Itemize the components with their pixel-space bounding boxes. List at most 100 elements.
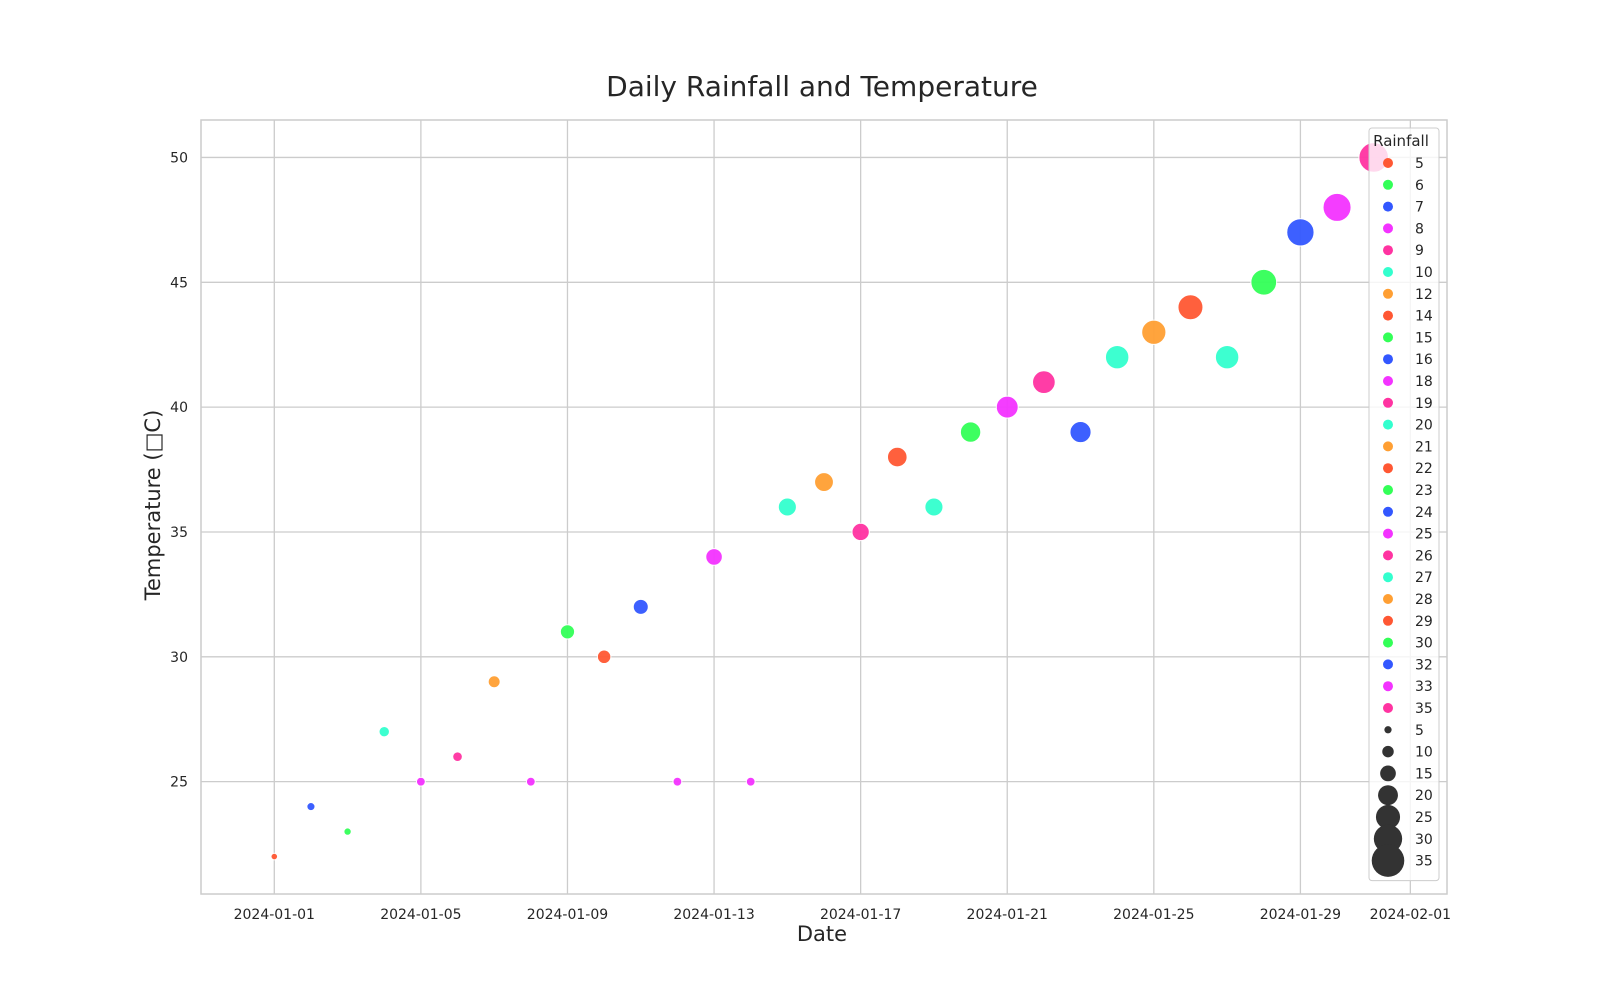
data-point: [1250, 268, 1278, 296]
legend-marker: [1383, 485, 1393, 495]
y-tick-label: 35: [170, 525, 188, 541]
data-point: [1032, 370, 1056, 395]
legend-marker: [1383, 637, 1393, 648]
legend-label: 14: [1415, 309, 1433, 325]
data-point: [959, 421, 982, 443]
legend-marker: [1383, 550, 1393, 561]
legend-marker: [1383, 681, 1393, 692]
y-tick-label: 25: [170, 775, 188, 791]
legend-marker: [1383, 441, 1393, 452]
legend-size-marker: [1382, 745, 1394, 758]
legend-label: 22: [1415, 461, 1433, 477]
legend-marker: [1383, 201, 1393, 212]
legend-label: 9: [1415, 243, 1424, 259]
legend-size-marker: [1371, 844, 1405, 877]
legend-marker: [1383, 594, 1393, 604]
legend-marker: [1383, 310, 1393, 321]
x-tick-label: 2024-01-13: [673, 907, 754, 923]
y-tick-label: 40: [170, 400, 188, 416]
legend-marker: [1383, 332, 1393, 343]
data-point: [415, 776, 426, 787]
legend-marker: [1383, 288, 1393, 299]
legend-label: 6: [1415, 178, 1424, 194]
legend-marker: [1383, 659, 1393, 670]
x-axis-label: Date: [797, 922, 847, 946]
legend-label: 35: [1415, 854, 1433, 870]
legend-label: 33: [1415, 679, 1433, 695]
data-point: [886, 446, 908, 468]
legend-marker: [1383, 615, 1393, 626]
legend-size-marker: [1380, 765, 1396, 782]
legend-label: 23: [1415, 483, 1433, 499]
legend-label: 32: [1415, 657, 1433, 673]
data-point: [487, 675, 501, 689]
data-point: [672, 776, 683, 787]
y-tick-label: 30: [170, 650, 188, 666]
legend-label: 19: [1415, 396, 1433, 412]
legend-label: 10: [1415, 745, 1433, 761]
legend-marker: [1383, 376, 1393, 386]
y-tick-label: 50: [170, 150, 188, 166]
legend-label: 27: [1415, 570, 1433, 586]
legend-label: 21: [1415, 439, 1433, 455]
legend-label: 30: [1415, 636, 1433, 652]
x-axis-ticks: 2024-01-01 2024-01-05 2024-01-09 2024-01-13…: [234, 907, 1451, 923]
legend-label: 5: [1415, 723, 1424, 739]
legend-marker: [1383, 572, 1393, 583]
x-tick-label: 2024-01-09: [527, 907, 608, 923]
legend-size-marker: [1373, 824, 1403, 853]
y-tick-label: 45: [170, 275, 188, 291]
grid-lines: [201, 120, 1447, 894]
plot-area: [200, 119, 1448, 895]
x-tick-label: 2024-01-17: [820, 907, 901, 923]
legend-label: 7: [1415, 200, 1424, 216]
legend-marker: [1383, 506, 1393, 517]
legend-marker: [1383, 179, 1393, 190]
legend-label: 16: [1415, 352, 1433, 368]
data-point: [343, 827, 352, 836]
legend-label: 8: [1415, 221, 1424, 237]
legend-marker: [1383, 245, 1393, 256]
legend-label: 28: [1415, 592, 1433, 608]
legend-size-marker: [1384, 726, 1392, 734]
data-point: [995, 395, 1019, 419]
legend-marker: [1383, 419, 1393, 430]
legend-marker: [1383, 267, 1393, 277]
legend-marker: [1383, 463, 1393, 474]
x-tick-label: 2024-01-21: [967, 907, 1048, 923]
data-point: [559, 624, 576, 640]
legend-label: 29: [1415, 614, 1433, 630]
legend-label: 12: [1415, 287, 1433, 303]
legend-label: 15: [1415, 330, 1433, 346]
legend-label: 15: [1415, 766, 1433, 782]
data-points: [270, 142, 1390, 861]
y-axis-ticks: 25 30 35 40 45 50: [170, 150, 188, 790]
data-point: [777, 497, 797, 517]
x-tick-label: 2024-01-01: [234, 907, 315, 923]
chart-title: Daily Rainfall and Temperature: [606, 70, 1038, 103]
legend-label: 30: [1415, 832, 1433, 848]
data-point: [705, 548, 723, 566]
legend-items: 5 6 7 8 9 10 12 14 15 16 18 19 20 21 22 23 24 25 26 27 28 29 3…: [1371, 156, 1433, 877]
data-point: [851, 522, 870, 542]
x-tick-label: 2024-02-01: [1370, 907, 1451, 923]
legend-marker: [1383, 703, 1393, 713]
legend-marker: [1383, 354, 1393, 365]
legend-label: 24: [1415, 505, 1433, 521]
legend-label: 26: [1415, 548, 1433, 564]
data-point: [1104, 344, 1130, 370]
data-point: [1177, 294, 1204, 321]
legend-label: 35: [1415, 701, 1433, 717]
data-point: [596, 649, 612, 665]
data-point: [1141, 319, 1167, 345]
data-point: [632, 598, 649, 615]
legend-label: 25: [1415, 810, 1433, 826]
data-point: [1069, 421, 1092, 444]
y-axis-label: Temperature (□C): [141, 410, 165, 602]
data-point: [378, 725, 390, 738]
legend: Rainfall 5 6 7 8 9 10 12 14 15 16 18 19 20 21 22 23 24 25…: [1368, 127, 1440, 882]
data-point: [1214, 344, 1240, 370]
x-tick-label: 2024-01-05: [380, 907, 461, 923]
data-point: [452, 751, 463, 763]
